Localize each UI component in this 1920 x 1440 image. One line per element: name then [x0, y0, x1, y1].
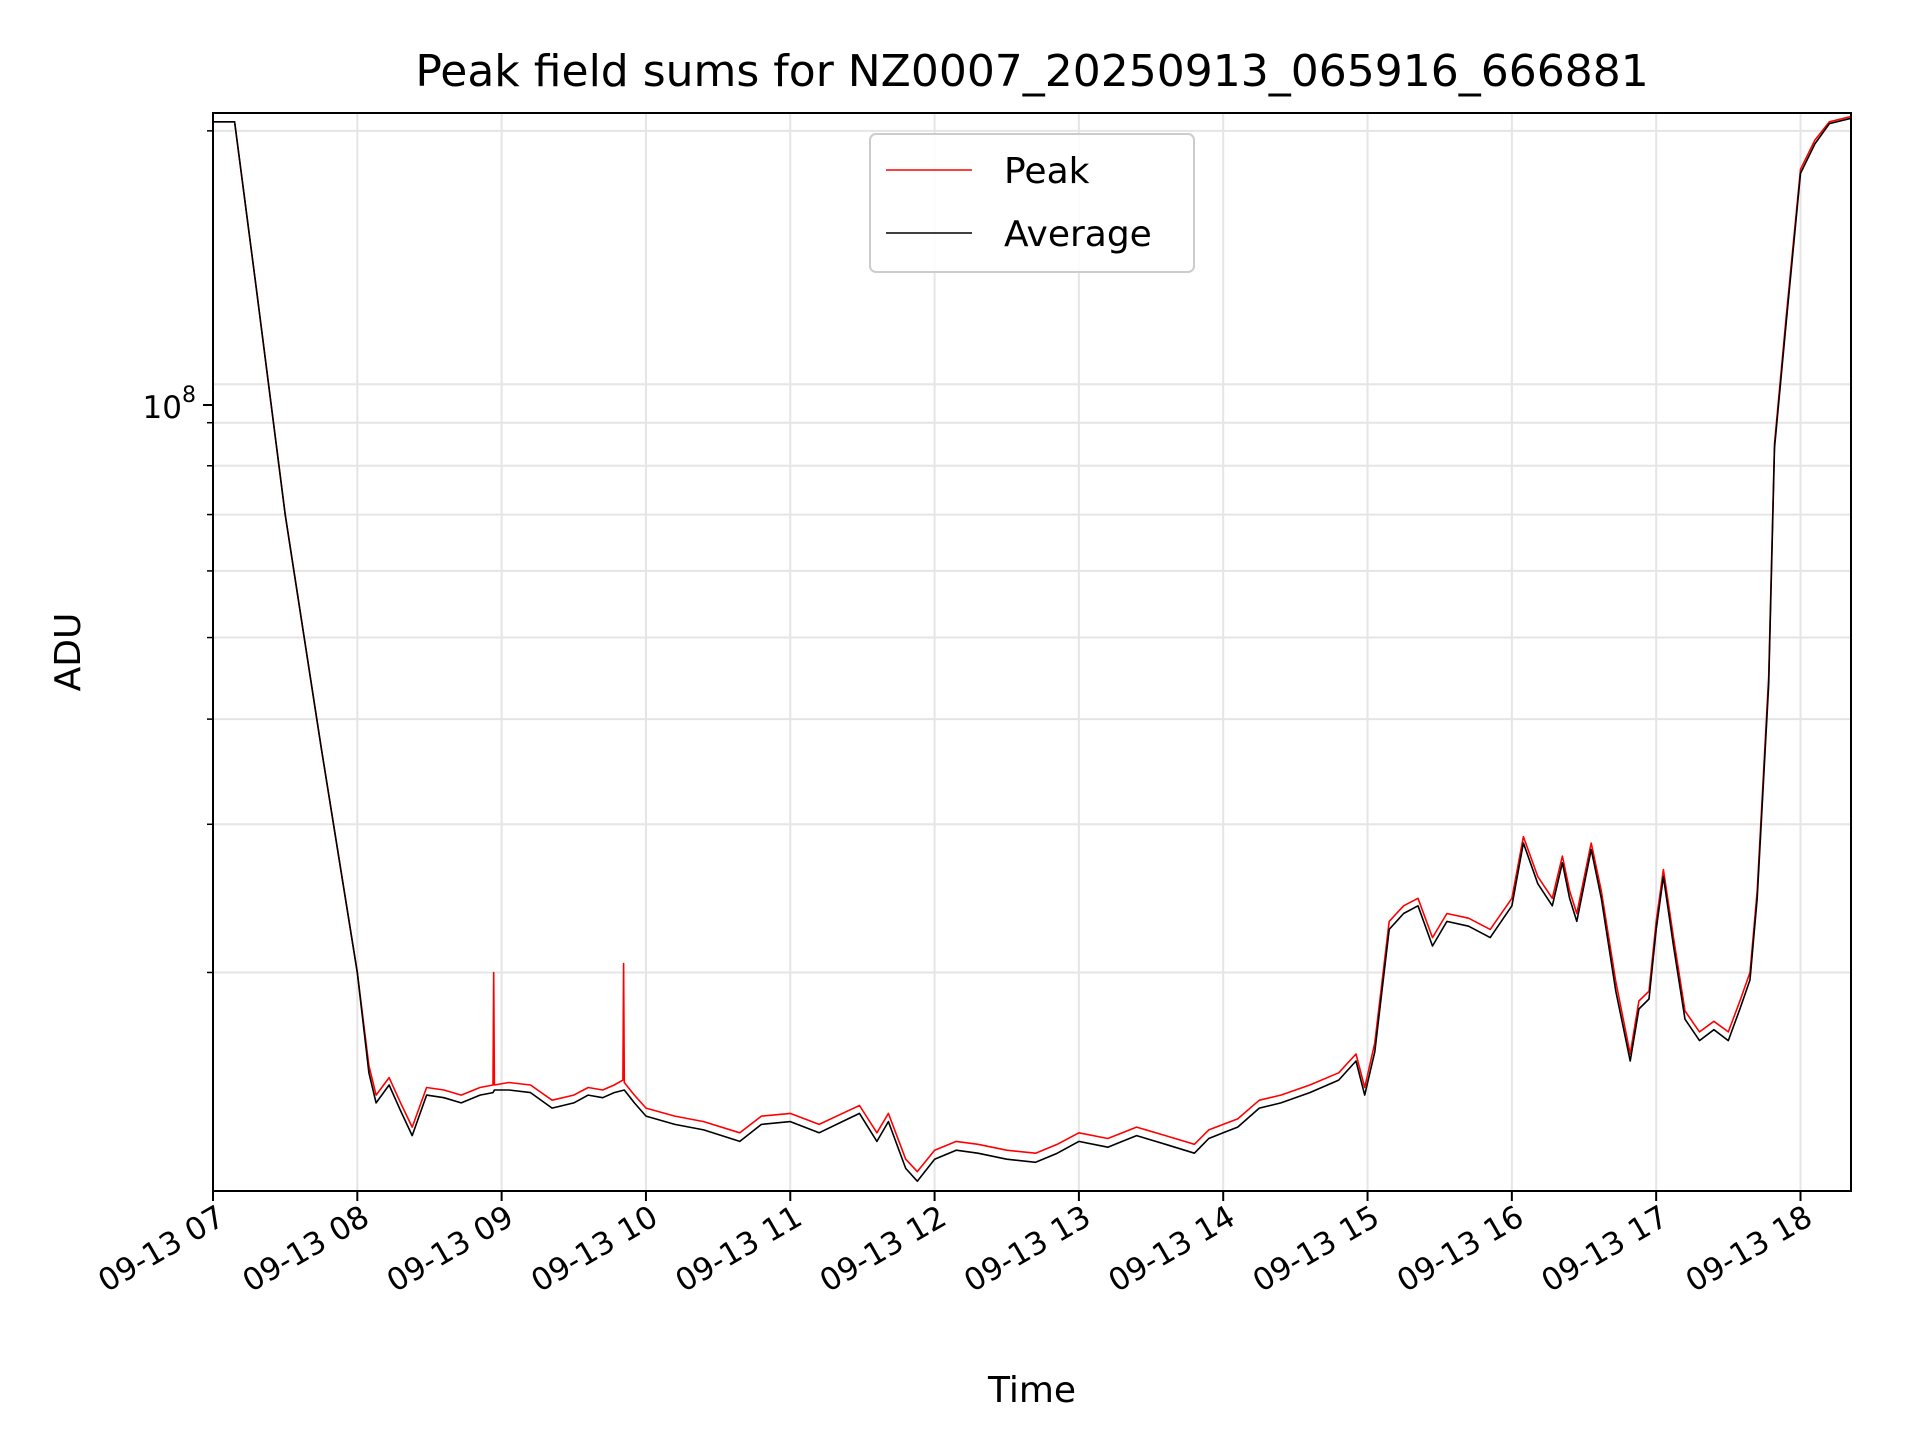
grid — [212, 113, 1851, 1191]
plot-frame — [212, 112, 1852, 1192]
legend-label-peak: Peak — [1004, 151, 1090, 192]
x-axis-label: Time — [987, 1370, 1076, 1411]
legend-label-average: Average — [1004, 214, 1152, 255]
series-line-peak — [213, 115, 1852, 1173]
legend-box — [869, 133, 1195, 273]
y-tick-label: 108 — [143, 383, 196, 426]
series-line-average — [213, 117, 1852, 1182]
y-axis: 108 — [143, 130, 213, 974]
series-layer — [213, 115, 1852, 1182]
y-axis-label: ADU — [48, 613, 89, 692]
chart-title: Peak field sums for NZ0007_20250913_0659… — [415, 46, 1648, 97]
legend: Peak Average — [869, 133, 1195, 273]
